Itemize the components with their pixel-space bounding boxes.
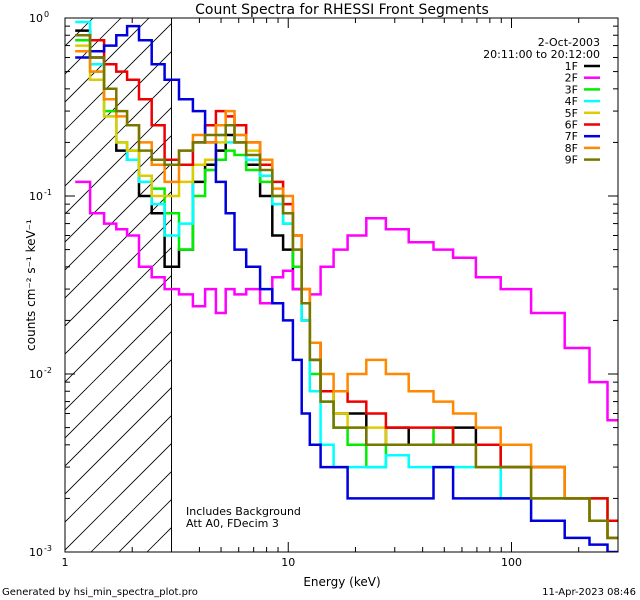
series-line-7F [75,24,618,552]
series-line-1F [75,29,618,540]
legend-label-2F: 2F [565,72,578,85]
x-tick-label: 100 [501,556,522,569]
legend-label-8F: 8F [565,142,578,155]
y-axis-label: counts cm⁻² s⁻¹ keV⁻¹ [24,219,38,351]
annotation-attenuator: Att A0, FDecim 3 [186,517,279,530]
annotation-background: Includes Background [186,505,301,518]
legend-label-7F: 7F [565,130,578,143]
y-tick-exponent: -3 [44,544,52,553]
series-line-9F [75,33,618,540]
plot-frame [64,17,619,553]
series-line-4F [75,20,618,540]
y-tick-exponent: -2 [44,366,52,375]
legend-label-6F: 6F [565,119,578,132]
y-tick-label: 10 [29,368,43,381]
y-tick-label: 10 [29,12,43,25]
legend-label-4F: 4F [565,95,578,108]
time-range-label: 20:11:00 to 20:12:00 [483,48,600,61]
footer-generated-by: Generated by hsi_min_spectra_plot.pro [2,587,198,598]
legend-label-5F: 5F [565,107,578,120]
x-tick-label: 10 [281,556,295,569]
footer-timestamp: 11-Apr-2023 08:46 [542,587,636,598]
series-group [75,20,618,552]
chart-title: Count Spectra for RHESSI Front Segments [195,2,489,18]
hatched-region [65,18,173,552]
y-tick-exponent: -1 [44,188,52,197]
series-line-2F [75,180,618,422]
legend-label-3F: 3F [565,83,578,96]
x-axis: 1 10 100 [62,18,619,569]
y-tick-label: 10 [29,190,43,203]
x-axis-label: Energy (keV) [303,575,380,589]
y-tick-exponent: 0 [44,10,49,19]
y-tick-label: 10 [29,546,43,559]
date-label: 2-Oct-2003 [538,36,600,49]
series-line-3F [75,38,618,522]
legend-label-9F: 9F [565,154,578,167]
series-line-5F [75,44,618,540]
x-tick-label: 1 [62,556,69,569]
legend-label-1F: 1F [565,60,578,73]
